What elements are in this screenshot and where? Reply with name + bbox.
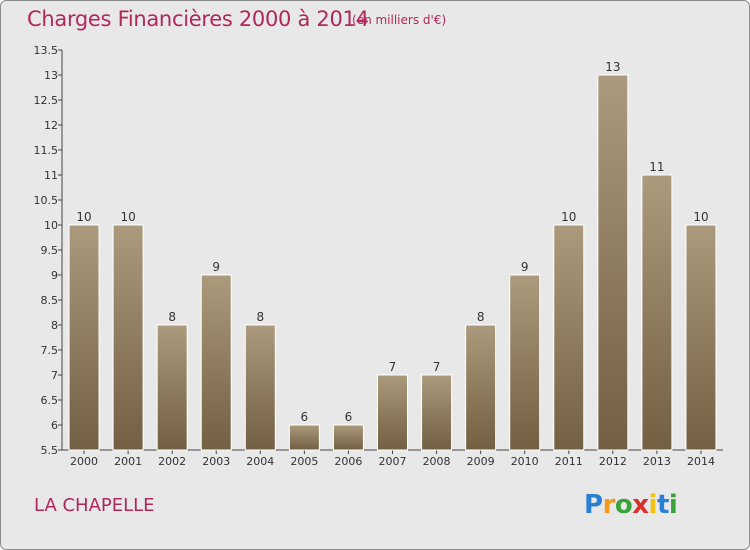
data-label: 7	[389, 360, 397, 374]
y-tick-label: 6.5	[41, 394, 59, 407]
bars	[68, 74, 717, 451]
y-tick-label: 7.5	[41, 344, 59, 357]
chart-subtitle: (en milliers d'€)	[352, 13, 447, 27]
bar	[200, 274, 232, 451]
value-labels: 10 10 8 9 8 6 6 7 7 8 9 10 13 11 10	[76, 60, 708, 424]
bar	[377, 374, 408, 451]
x-tick-label: 2001	[114, 455, 142, 468]
bar	[553, 224, 585, 451]
data-label: 8	[256, 310, 264, 324]
bar	[244, 324, 276, 451]
data-label: 10	[561, 210, 576, 224]
logo-letter: t	[656, 490, 669, 520]
proxiti-logo[interactable]: Proxiti	[584, 490, 678, 520]
bar	[332, 424, 364, 451]
data-label: 8	[477, 310, 485, 324]
y-tick-label: 12	[44, 119, 58, 132]
data-label: 9	[521, 260, 529, 274]
town-name: LA CHAPELLE	[34, 495, 155, 516]
bar	[156, 324, 188, 451]
x-tick-label: 2011	[555, 455, 583, 468]
data-label: 6	[301, 410, 309, 424]
data-label: 11	[649, 160, 664, 174]
y-tick-label: 7	[51, 369, 58, 382]
x-tick-label: 2004	[246, 455, 274, 468]
bar	[68, 224, 100, 451]
y-tick-label: 8.5	[41, 294, 59, 307]
y-tick-label: 8	[51, 319, 58, 332]
data-label: 7	[433, 360, 441, 374]
logo-letter: r	[602, 490, 616, 520]
logo-letter: o	[614, 490, 633, 520]
logo-letter: P	[584, 490, 603, 520]
x-tick-label: 2013	[643, 455, 671, 468]
bar	[112, 224, 144, 451]
x-tick-label: 2009	[467, 455, 495, 468]
logo-letter: i	[648, 490, 658, 520]
x-tick-label: 2012	[599, 455, 627, 468]
data-label: 10	[76, 210, 91, 224]
y-tick-label: 12.5	[34, 94, 59, 107]
y-tick-label: 5.5	[41, 444, 59, 457]
bar	[421, 374, 453, 451]
data-label: 10	[120, 210, 135, 224]
y-tick-label: 6	[51, 419, 58, 432]
x-tick-label: 2002	[158, 455, 186, 468]
y-tick-label: 9	[51, 269, 58, 282]
bar	[597, 74, 629, 451]
bar	[685, 224, 717, 451]
x-tick-label: 2005	[290, 455, 318, 468]
y-tick-label: 10	[44, 219, 58, 232]
bar	[641, 174, 673, 451]
data-label: 8	[168, 310, 176, 324]
x-tick-label: 2006	[334, 455, 362, 468]
x-tick-label: 2008	[423, 455, 451, 468]
x-tick-label: 2010	[511, 455, 539, 468]
data-label: 13	[605, 60, 620, 74]
y-tick-label: 13.5	[34, 44, 59, 57]
bar	[465, 324, 497, 451]
y-tick-label: 11	[44, 169, 58, 182]
y-tick-label: 11.5	[34, 144, 59, 157]
logo-letter: i	[668, 490, 678, 520]
data-label: 10	[693, 210, 708, 224]
bar	[288, 424, 320, 451]
chart-title: Charges Financières 2000 à 2014	[27, 7, 369, 31]
x-tick-label: 2003	[202, 455, 230, 468]
data-label: 6	[345, 410, 353, 424]
y-tick-label: 10.5	[34, 194, 59, 207]
y-tick-label: 9.5	[41, 244, 59, 257]
logo-letter: x	[632, 490, 649, 520]
data-label: 9	[212, 260, 220, 274]
y-tick-label: 13	[44, 69, 58, 82]
bar	[509, 274, 541, 451]
x-tick-label: 2014	[687, 455, 715, 468]
x-tick-label: 2000	[70, 455, 98, 468]
x-tick-label: 2007	[379, 455, 407, 468]
